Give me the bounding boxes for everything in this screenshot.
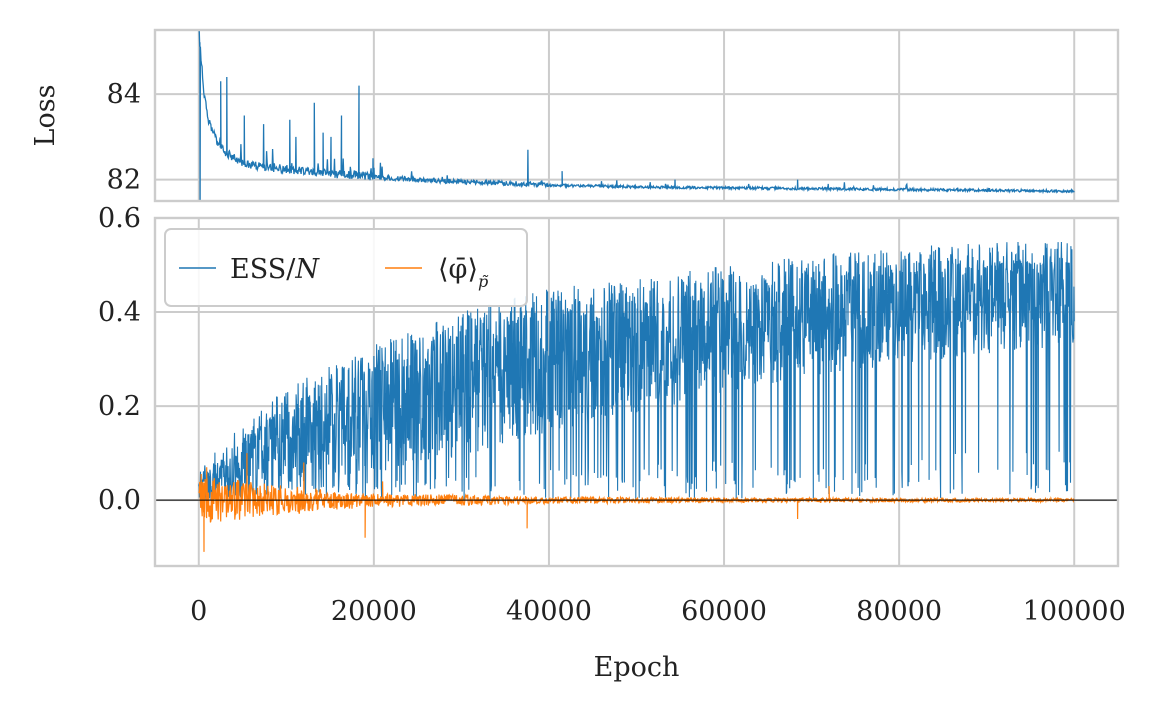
legend-label-ess-italic: N [294, 254, 320, 285]
loss-panel: 82 84 Loss [30, 28, 1120, 203]
legend-label-ess-main: ESS/ [230, 254, 296, 285]
loss-line [198, 30, 1075, 201]
ess-line [198, 241, 1075, 501]
y-tick-label: 0.6 [98, 203, 141, 234]
legend-label-phi-main: ⟨φ̄⟩ [438, 254, 478, 285]
y-tick-label: 0.2 [98, 391, 141, 422]
y-tick-label: 84 [107, 79, 141, 110]
x-tick-label: 20000 [331, 596, 417, 627]
x-tick-label: 100000 [1023, 596, 1126, 627]
legend-label-phi: ⟨φ̄⟩p̃ [438, 254, 489, 291]
ess-panel: 0.0 0.2 0.4 0.6 0 20000 40000 60000 80000 100000 E… [98, 203, 1126, 683]
x-tick-label: 80000 [856, 596, 942, 627]
legend-box [164, 228, 528, 307]
y-tick-label: 0.4 [98, 297, 141, 328]
legend-label-phi-sub: p̃ [478, 272, 489, 291]
x-axis-label: Epoch [594, 652, 680, 683]
y-tick-label: 82 [107, 165, 141, 196]
x-tick-label: 0 [190, 596, 207, 627]
x-tick-label: 40000 [506, 596, 592, 627]
y-tick-label: 0.0 [98, 485, 141, 516]
axes-frame [153, 216, 1120, 568]
legend-label-ess: ESS/N [230, 254, 320, 285]
x-tick-label: 60000 [681, 596, 767, 627]
y-axis-label: Loss [30, 85, 61, 147]
axes-frame [153, 28, 1120, 203]
legend: ESS/N ⟨φ̄⟩p̃ [164, 228, 528, 307]
